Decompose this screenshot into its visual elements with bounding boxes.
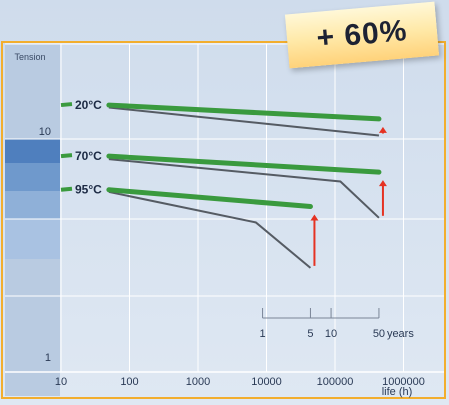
x-axis-ticks: 10 100 1000 10000 100000 1000000 [55,376,425,388]
old-material-line [108,158,380,219]
years-tick-label: 5 [307,328,313,340]
chart-frame [1,41,446,399]
x-tick-label: 10 [55,376,67,388]
tension-band [5,139,60,163]
tension-band [5,163,60,191]
series-layer: 20°C 70°C 95°C [60,98,387,269]
y-tick-label: 10 [39,126,51,138]
series-2: 95°C [60,183,319,269]
x-tick-label: 1000 [186,376,210,388]
years-unit-label: years [387,328,414,340]
improvement-arrow-head [378,126,387,133]
label-pointer [60,186,73,192]
grid-lines [5,43,445,373]
years-tick-label: 50 [373,328,385,340]
x-tick-label: 100000 [317,376,354,388]
tension-band [5,191,60,219]
temperature-label: 95°C [75,183,102,197]
new-material-line [106,187,313,209]
new-material-line [106,102,382,122]
y-axis-label: Tension [14,52,45,62]
temperature-label: 20°C [75,98,102,112]
improvement-arrow-head [378,180,387,187]
y-tick-label: 1 [45,352,51,364]
y-axis-bands [5,44,60,396]
series-1: 70°C [60,149,387,219]
old-material-line [108,190,312,269]
temperature-label: 70°C [75,149,102,163]
years-axis: 1 5 10 50 years [259,308,414,340]
new-material-line [106,153,382,175]
series-0: 20°C [60,98,387,137]
label-pointer [60,102,73,108]
years-tick-label: 10 [325,328,337,340]
x-tick-label: 100 [120,376,138,388]
label-pointer [60,153,73,159]
x-tick-label: 10000 [251,376,282,388]
x-axis-label: life (h) [382,386,413,398]
years-tick-label: 1 [259,328,265,340]
tension-band [5,219,60,259]
x-tick-label: 1000000 [382,376,425,388]
improvement-arrow-head [310,214,319,221]
old-material-line [108,106,380,137]
